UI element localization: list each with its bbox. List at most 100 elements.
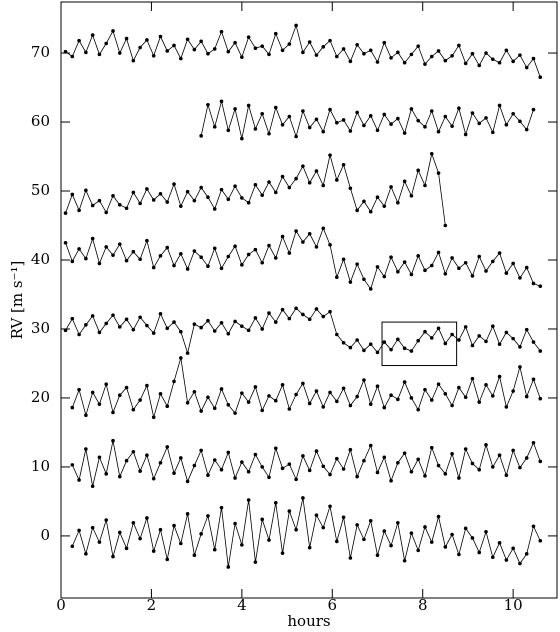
data-point [443,58,448,63]
data-point [138,398,142,402]
data-point [348,447,353,452]
data-point [436,382,441,386]
data-point [246,498,251,502]
data-point [226,49,231,54]
data-point [97,330,102,335]
data-point [84,188,88,193]
data-point [328,504,332,509]
data-point [151,198,156,202]
data-point [131,327,136,332]
data-point [497,453,502,458]
data-point [511,448,515,453]
data-point [77,332,81,337]
data-point [341,162,346,167]
data-point [131,249,136,254]
data-point [538,396,543,401]
data-point [328,243,332,247]
data-point [185,479,190,484]
data-point [416,338,420,343]
data-point [90,314,95,318]
data-point [165,200,170,204]
data-point [538,459,543,464]
data-point [416,457,420,462]
data-point [402,451,407,455]
data-point [111,313,115,317]
data-point [273,256,278,260]
data-point [240,391,244,395]
data-point [375,350,380,355]
data-point [165,557,170,562]
data-point [179,56,183,61]
data-point [307,317,312,322]
data-point [104,382,109,386]
data-point [389,56,393,60]
data-point [219,187,224,192]
data-point [470,274,475,278]
data-point [192,198,197,203]
data-point [409,107,414,111]
data-point [409,52,414,57]
data-point [463,447,468,451]
series-line [71,497,541,568]
data-point [226,565,231,569]
data-point [341,386,346,391]
data-point [321,45,326,49]
data-point [484,383,488,387]
data-point [355,523,359,527]
data-point [192,249,197,253]
data-point [409,531,414,535]
data-point [97,455,102,460]
data-point [192,463,197,468]
data-point [328,38,332,43]
data-point [206,102,210,107]
data-point [151,331,156,335]
data-point [226,197,231,202]
data-point [389,393,393,397]
data-point [206,473,210,478]
data-point [165,326,170,331]
data-point [240,543,244,547]
data-point [402,380,407,384]
data-point [368,402,373,406]
data-point [531,524,536,529]
data-point [335,332,339,337]
data-point [355,110,359,115]
data-point [90,203,95,208]
data-point [314,449,319,453]
data-point [138,257,142,262]
data-point [117,393,122,397]
data-point [260,44,265,48]
data-point [90,33,95,37]
data-point [450,54,454,58]
data-point [145,187,149,191]
data-point [260,260,265,265]
data-point [477,254,482,259]
data-point [219,99,224,104]
data-point [511,336,515,341]
data-point [260,465,265,469]
data-point [362,378,366,382]
data-point [212,547,217,552]
data-point [436,171,441,175]
data-point [504,558,509,562]
data-point [267,538,271,542]
data-point [524,456,529,460]
data-point [402,60,407,65]
data-point [484,51,488,55]
data-point [423,387,427,392]
data-point [84,552,88,556]
data-point [328,390,332,395]
data-point [165,445,170,449]
data-point [307,180,312,185]
data-point [294,477,298,482]
data-point [436,250,441,255]
data-point [273,320,278,324]
data-point [436,49,441,53]
data-point [375,265,380,269]
x-tick-label: 0 [56,596,66,614]
data-point [219,29,224,34]
series-line [71,357,541,418]
y-tick-label: 30 [31,319,50,337]
data-point [240,196,244,200]
data-point [423,474,427,478]
